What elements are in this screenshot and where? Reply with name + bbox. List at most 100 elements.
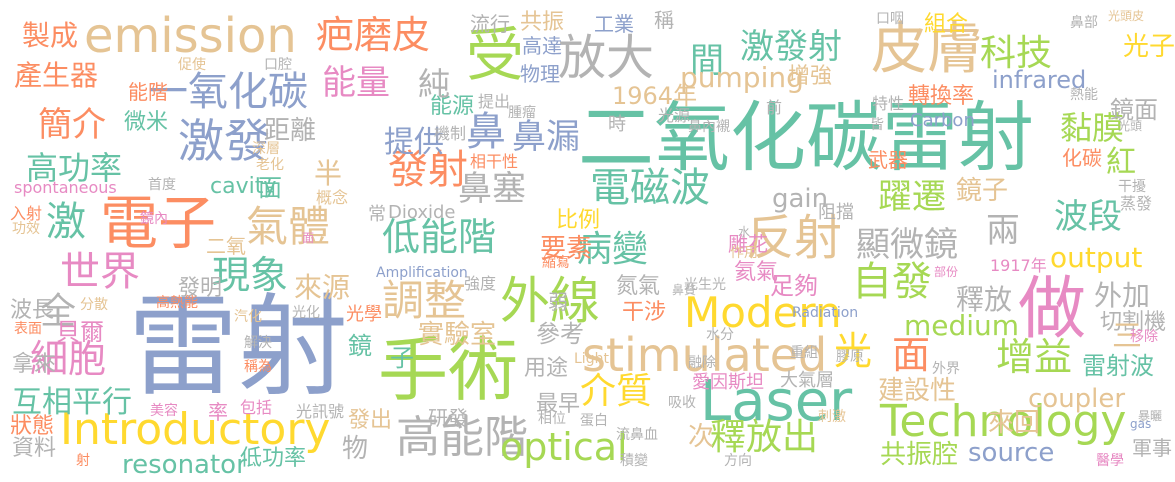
word-122: 阻擋 <box>818 202 854 223</box>
word-136: 三 <box>1112 319 1142 354</box>
word-148: Light <box>574 351 609 367</box>
word-5: 疤磨皮 <box>316 13 431 57</box>
word-188: 部份 <box>934 265 959 279</box>
word-197: 光頭 <box>1118 119 1143 133</box>
word-114: 低功率 <box>240 446 307 471</box>
word-93: 距離 <box>264 116 317 146</box>
word-55: optical <box>500 425 628 469</box>
word-79: 組合 <box>924 12 969 37</box>
word-46: 光 <box>834 329 873 373</box>
word-109: 發出 <box>348 408 393 433</box>
word-60: pumping <box>680 61 804 94</box>
word-120: 軍事 <box>1132 436 1172 460</box>
word-59: medium <box>904 309 1020 342</box>
word-113: 物 <box>342 434 369 464</box>
word-98: 微米 <box>124 110 169 135</box>
word-20: 鼻 <box>466 109 506 155</box>
word-70: 貝爾 <box>56 318 104 346</box>
word-196: 面 <box>302 231 315 245</box>
word-159: 深層 <box>252 141 280 157</box>
word-89: 氮氣 <box>616 274 661 299</box>
word-185: 刺激 <box>818 409 846 425</box>
word-171: 吸收 <box>668 395 696 411</box>
word-76: 共振腔 <box>880 440 959 470</box>
word-75: 雷射波 <box>1082 352 1154 380</box>
word-18: 高功率 <box>26 149 123 187</box>
word-77: 共振 <box>520 10 565 35</box>
word-170: 流鼻血 <box>616 427 658 443</box>
word-74: 建設性 <box>878 376 957 406</box>
word-72: 實驗室 <box>418 320 497 350</box>
word-54: 高能階 <box>396 412 528 463</box>
word-154: 光頭皮 <box>1108 9 1145 23</box>
word-15: 一氧化碳 <box>148 69 308 115</box>
word-23: 發射 <box>388 147 468 193</box>
word-16: 簡介 <box>38 105 106 145</box>
word-38: 病變 <box>576 229 649 270</box>
word-86: 外加 <box>1094 279 1151 312</box>
word-53: Introductory <box>60 404 331 455</box>
word-121: 雕花 <box>728 232 768 256</box>
word-105: 狀態 <box>10 414 55 439</box>
word-8: 間 <box>690 41 724 81</box>
word-131: 相干性 <box>470 152 519 171</box>
word-69: 全 <box>40 291 77 332</box>
word-7: 放大 <box>558 30 655 86</box>
word-149: gas <box>1130 417 1152 431</box>
word-115: 用途 <box>524 356 569 381</box>
word-160: 老化 <box>256 157 284 173</box>
word-155: 鼻部 <box>1070 15 1098 31</box>
word-78: 工業 <box>594 12 634 36</box>
word-176: 高熱能 <box>156 295 198 311</box>
word-187: 暴曬 <box>1138 409 1163 423</box>
word-178: 汽化 <box>234 309 262 325</box>
word-81: 鏡面 <box>1110 96 1158 124</box>
word-126: 光源 <box>658 106 691 125</box>
word-117: 大氣層 <box>780 370 834 391</box>
word-140: 光學 <box>346 304 382 325</box>
word-165: 縮寫 <box>542 255 570 271</box>
word-146: Amplification <box>376 265 468 281</box>
word-102: 發明 <box>178 276 223 301</box>
word-137: 二氧 <box>206 234 246 258</box>
word-33: 反射 <box>746 210 843 266</box>
word-95: 流行 <box>470 12 510 36</box>
word-87: 足夠 <box>770 272 818 300</box>
word-11: 光子 <box>1122 32 1175 62</box>
word-173: 積變 <box>620 453 648 469</box>
word-125: 物理 <box>520 62 560 86</box>
word-30: 激 <box>46 199 86 245</box>
word-151: 移除 <box>1130 329 1158 345</box>
word-161: 鼻內襯 <box>688 119 730 135</box>
word-29: 氣體 <box>246 202 331 251</box>
word-48: 增益 <box>996 335 1073 379</box>
word-193: 光生光 <box>684 277 726 293</box>
word-35: 兩 <box>986 211 1020 251</box>
word-24: 黏膜 <box>1060 109 1125 147</box>
word-174: 率 <box>208 400 228 424</box>
word-63: Carbon <box>910 110 975 131</box>
word-133: 概念 <box>316 188 349 207</box>
word-186: 醫學 <box>1096 453 1124 469</box>
word-45: stimulated <box>582 328 828 382</box>
word-150: 1917年 <box>990 256 1047 275</box>
word-108: 子 <box>390 344 414 372</box>
word-42: 調整 <box>382 276 467 325</box>
word-144: 功效 <box>12 221 40 237</box>
word-183: 射 <box>76 453 90 469</box>
word-194: 鼻贅 <box>672 283 697 297</box>
word-192: 融除 <box>688 355 716 371</box>
word-180: 解決 <box>244 335 272 351</box>
word-138: 弱 <box>548 290 568 314</box>
word-58: source <box>968 438 1055 468</box>
word-90: 干涉 <box>622 300 667 325</box>
word-36: 波段 <box>1054 197 1122 237</box>
word-172: 方向 <box>724 453 752 469</box>
word-88: 氦氣 <box>734 260 779 285</box>
word-2: 手術 <box>378 329 518 411</box>
word-25: 紅 <box>1106 145 1136 180</box>
word-66: coupler <box>1028 384 1126 414</box>
word-71: 互相平行 <box>12 385 132 420</box>
word-128: 前 <box>766 98 783 117</box>
